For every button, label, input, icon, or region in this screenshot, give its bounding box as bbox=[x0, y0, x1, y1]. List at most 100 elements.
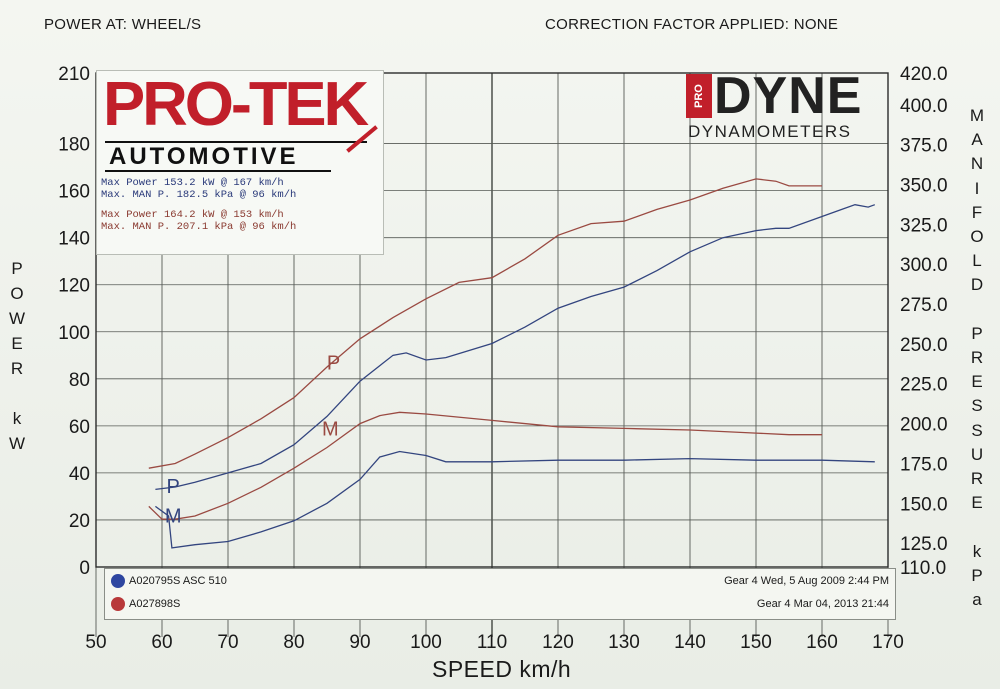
y2-tick-label: 110.0 bbox=[900, 558, 946, 579]
power-label-letter bbox=[6, 381, 28, 406]
x-tick-label: 60 bbox=[151, 632, 172, 653]
y2-tick-label: 225.0 bbox=[900, 375, 948, 396]
series-blue-power bbox=[155, 204, 876, 491]
y-tick-label: 120 bbox=[58, 276, 90, 297]
tick-labels: 50 60 70 80 90 100 110 120 130 140 150 160 170 0 20 40 6… bbox=[58, 64, 947, 653]
y-tick-label: 60 bbox=[69, 417, 90, 438]
correction-factor-header: CORRECTION FACTOR APPLIED: NONE bbox=[545, 16, 839, 33]
x-tick-label: 110 bbox=[477, 632, 507, 653]
manifold-label-letter: E bbox=[971, 493, 983, 513]
manifold-label-letter: I bbox=[974, 178, 980, 198]
x-tick-label: 160 bbox=[806, 632, 838, 653]
manifold-label-letter: U bbox=[970, 444, 984, 464]
manifold-label-letter bbox=[966, 298, 988, 322]
manifold-label-letter: O bbox=[970, 227, 984, 247]
manifold-label-letter: E bbox=[971, 372, 983, 392]
y2-tick-label: 150.0 bbox=[900, 494, 948, 515]
x-tick-label: 150 bbox=[740, 632, 772, 653]
manifold-label-letter: S bbox=[971, 396, 983, 416]
y-tick-label: 210 bbox=[58, 64, 90, 85]
prodyne-logo-word: DYNE bbox=[714, 67, 863, 125]
power-label-letter: E bbox=[11, 334, 23, 353]
plot-frame bbox=[95, 72, 889, 568]
manifold-label-letter: P bbox=[971, 565, 983, 585]
manifold-label-letter: S bbox=[971, 420, 983, 440]
manifold-label-letter: R bbox=[970, 469, 984, 489]
axes bbox=[95, 72, 889, 568]
manifold-label-letter: M bbox=[969, 106, 985, 125]
legend-run1-date: Gear 4 Wed, 5 Aug 2009 2:44 PM bbox=[724, 575, 889, 587]
y-tick-label: 140 bbox=[58, 229, 90, 250]
x-tick-label: 130 bbox=[608, 632, 640, 653]
y2-tick-label: 325.0 bbox=[900, 215, 948, 236]
x-tick-label: 140 bbox=[674, 632, 706, 653]
x-tick-label: 100 bbox=[410, 632, 442, 653]
series-blue-manifold bbox=[155, 450, 875, 549]
y2-tick-label: 275.0 bbox=[900, 295, 948, 316]
y-tick-label: 160 bbox=[58, 182, 90, 203]
curve-label-red-manifold: M bbox=[322, 418, 339, 440]
y2-tick-label: 200.0 bbox=[900, 415, 948, 436]
x-tick-label: 170 bbox=[872, 632, 904, 653]
power-label-letter: k bbox=[12, 409, 22, 428]
y2-tick-label: 420.0 bbox=[900, 64, 948, 85]
curve-label-blue-power: P bbox=[167, 476, 180, 498]
legend-run2-date: Gear 4 Mar 04, 2013 21:44 bbox=[756, 598, 889, 610]
x-tick-label: 50 bbox=[85, 632, 106, 653]
x-tick-label: 80 bbox=[283, 632, 304, 653]
power-label-letter: P bbox=[11, 259, 23, 278]
power-label-letter: W bbox=[8, 434, 26, 453]
manifold-label-letter: L bbox=[972, 251, 982, 271]
y2-tick-label: 125.0 bbox=[900, 534, 948, 555]
y2-tick-label: 375.0 bbox=[900, 136, 948, 157]
legend-swatch-red bbox=[111, 597, 125, 611]
series-layer bbox=[148, 178, 876, 549]
legend-run1-name: A020795S ASC 510 bbox=[129, 574, 227, 587]
legend-run2-name: A027898S bbox=[129, 597, 181, 610]
legend-row-run1: A020795S ASC 510 bbox=[111, 574, 227, 588]
protek-logo-title: PRO-TEK bbox=[103, 70, 369, 139]
manifold-label-letter: k bbox=[972, 541, 982, 561]
y2-tick-label: 300.0 bbox=[900, 255, 948, 276]
y-tick-label: 20 bbox=[69, 511, 90, 532]
prodyne-logo: PRO DYNE DYNAMOMETERS bbox=[686, 67, 886, 144]
y2-tick-label: 175.0 bbox=[900, 454, 948, 475]
prodyne-logo-tag: PRO bbox=[686, 74, 712, 118]
y-tick-label: 40 bbox=[69, 464, 90, 485]
power-label-letter: O bbox=[10, 284, 24, 303]
y2-tick-label: 400.0 bbox=[900, 96, 948, 117]
protek-logo-underline bbox=[105, 170, 331, 172]
manifold-label-letter: a bbox=[972, 590, 982, 610]
manifold-label-letter: D bbox=[970, 275, 984, 295]
protek-logo-box: PRO-TEK AUTOMOTIVE Max Power 153.2 kW @ … bbox=[96, 70, 384, 255]
run-legend: A020795S ASC 510 Gear 4 Wed, 5 Aug 2009 … bbox=[104, 568, 896, 620]
stat-red-max-manifold: Max. MAN P. 207.1 kPa @ 96 km/h bbox=[101, 221, 297, 233]
x-tick-label: 90 bbox=[349, 632, 370, 653]
manifold-label-letter bbox=[966, 515, 988, 539]
manifold-label-letter: F bbox=[971, 202, 983, 222]
y-tick-label: 80 bbox=[69, 370, 90, 391]
manifold-label-letter: A bbox=[971, 130, 983, 150]
manifold-label-letter: R bbox=[970, 348, 984, 368]
curve-label-blue-manifold: M bbox=[165, 505, 182, 527]
protek-logo-subtitle: AUTOMOTIVE bbox=[109, 143, 299, 170]
y-tick-label: 0 bbox=[79, 558, 90, 579]
x-tick-label: 70 bbox=[217, 632, 238, 653]
y2-tick-label: 350.0 bbox=[900, 176, 948, 197]
curve-label-red-power: P bbox=[327, 352, 340, 374]
manifold-label-letter: N bbox=[970, 154, 984, 174]
x-tick-label: 120 bbox=[542, 632, 574, 653]
stat-blue-max-manifold: Max. MAN P. 182.5 kPa @ 96 km/h bbox=[101, 189, 297, 201]
stat-blue-max-power: Max Power 153.2 kW @ 167 km/h bbox=[101, 177, 284, 189]
y2-tick-label: 250.0 bbox=[900, 335, 948, 356]
legend-row-run2: A027898S bbox=[111, 597, 180, 611]
protek-logo-rule bbox=[105, 141, 367, 143]
legend-swatch-blue bbox=[111, 574, 125, 588]
series-red-power bbox=[148, 178, 822, 469]
power-label-letter: W bbox=[8, 309, 26, 328]
manifold-label-letter: P bbox=[971, 323, 983, 343]
